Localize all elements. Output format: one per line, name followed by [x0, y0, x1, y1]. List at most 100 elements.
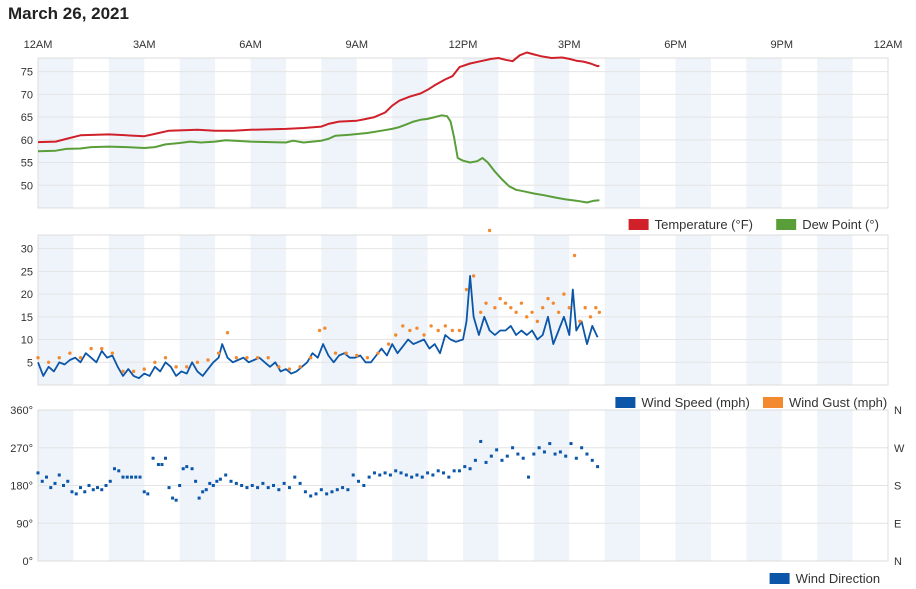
plot-frame [37, 409, 889, 562]
time-axis-label: 3PM [558, 39, 581, 51]
wind-direction-point [431, 473, 435, 477]
wind-direction-point [569, 442, 573, 446]
legend-swatch [615, 397, 636, 408]
hour-band [533, 235, 570, 385]
hour-band [817, 235, 853, 385]
wind-direction-point [303, 490, 307, 494]
wind-gust-point [323, 326, 327, 330]
wind-direction-point [548, 442, 552, 446]
wind-direction-point [542, 450, 546, 454]
time-axis-label: 6PM [664, 39, 687, 51]
wind-direction-point [436, 469, 440, 473]
wind-direction-point [185, 465, 189, 469]
wind-gust-point [583, 306, 587, 310]
compass-label: E [894, 518, 901, 530]
wind-speed-line [37, 275, 599, 380]
wind-gust-point [422, 333, 426, 337]
wind-gust-point [401, 324, 405, 328]
wind-gust-point [344, 351, 348, 355]
wind-direction-point [452, 469, 456, 473]
wind-gust-point [131, 369, 136, 374]
wind-direction-point [256, 486, 260, 490]
y-tick-label: 30 [21, 244, 33, 256]
wind-direction-point [215, 479, 219, 483]
time-axis-label: 12AM [874, 39, 903, 51]
wind-gust-point [386, 342, 391, 346]
y-tick-label: 180° [10, 481, 33, 493]
wind-gust-point [394, 333, 398, 337]
wind-direction-point [208, 481, 212, 485]
y-tick-label: 60 [21, 135, 33, 147]
wind-gust-point [206, 358, 210, 362]
hour-band [179, 58, 216, 208]
wind-direction-point [87, 484, 91, 487]
wind-direction-point [495, 448, 499, 452]
wind-gust-point [450, 328, 455, 333]
wind-direction-point [190, 467, 194, 471]
wind-direction-point [240, 484, 244, 487]
y-tick-label: 270° [10, 443, 33, 455]
legend-label: Dew Point (°) [802, 217, 879, 232]
wind-gust-point [429, 324, 433, 328]
time-axis-label: 9AM [345, 39, 368, 51]
temperature-line [37, 51, 600, 144]
y-tick-label: 70 [21, 89, 33, 101]
wind-direction-point [266, 486, 270, 490]
wind-direction-point [229, 479, 233, 483]
legend-label: Temperature (°F) [655, 217, 753, 232]
wind-gust-point [487, 228, 492, 233]
legend-label: Wind Direction [796, 571, 881, 586]
wind-gust-point [498, 296, 502, 301]
wind-gust-point [514, 310, 518, 314]
wind-direction-point [399, 471, 403, 475]
compass-label: N [894, 556, 902, 568]
wind-direction-point [505, 454, 509, 458]
wind-direction-point [197, 496, 201, 500]
wind-gust-point [142, 367, 146, 371]
wind-direction-point [351, 473, 355, 477]
wind-gust-point [174, 365, 178, 369]
wind-gust-point [195, 360, 200, 364]
wind-direction-point [49, 486, 53, 490]
wind-direction-point [558, 450, 562, 454]
wind-direction-point [282, 481, 286, 485]
wind-direction-point [224, 473, 228, 477]
wind-direction-point [250, 484, 254, 487]
wind-gust-point [540, 306, 545, 310]
wind-gust-point [588, 315, 593, 319]
wind-direction-point [194, 479, 198, 483]
wind-direction-point [164, 456, 167, 460]
wind-direction-point [309, 494, 313, 498]
wind-direction-point [330, 490, 334, 494]
wind-gust-point [436, 328, 440, 333]
wind-direction-point [171, 496, 175, 500]
wind-gust-point [464, 287, 469, 292]
wind-gust-point [121, 369, 125, 374]
wind-direction-point [160, 463, 164, 467]
wind-gust-point [546, 296, 550, 301]
wind-direction-point [74, 492, 78, 496]
hour-band [38, 58, 74, 208]
wind-gust-point [153, 360, 157, 364]
wind-direction-point [574, 456, 578, 460]
wind-direction-point [346, 488, 350, 492]
wind-gust-point [68, 351, 72, 355]
wind-gust-point [376, 351, 380, 355]
wind-direction-point [580, 446, 584, 450]
wind-direction-point [468, 467, 472, 471]
wind-direction-point [426, 471, 430, 475]
wind-direction-point [357, 479, 361, 483]
wind-direction-point [362, 484, 366, 487]
legend-swatch [763, 397, 783, 408]
wind-direction-point [319, 488, 323, 492]
wind-gust-point [562, 292, 566, 296]
wind-gust-point [245, 356, 249, 360]
y-tick-label: 65 [21, 112, 33, 124]
wind-direction-point [91, 488, 95, 492]
wind-gust-point [597, 310, 602, 314]
y-tick-label: 25 [21, 266, 33, 278]
wind-direction-point [174, 498, 178, 502]
wind-direction-point [57, 473, 61, 477]
wind-direction-point [100, 488, 104, 492]
